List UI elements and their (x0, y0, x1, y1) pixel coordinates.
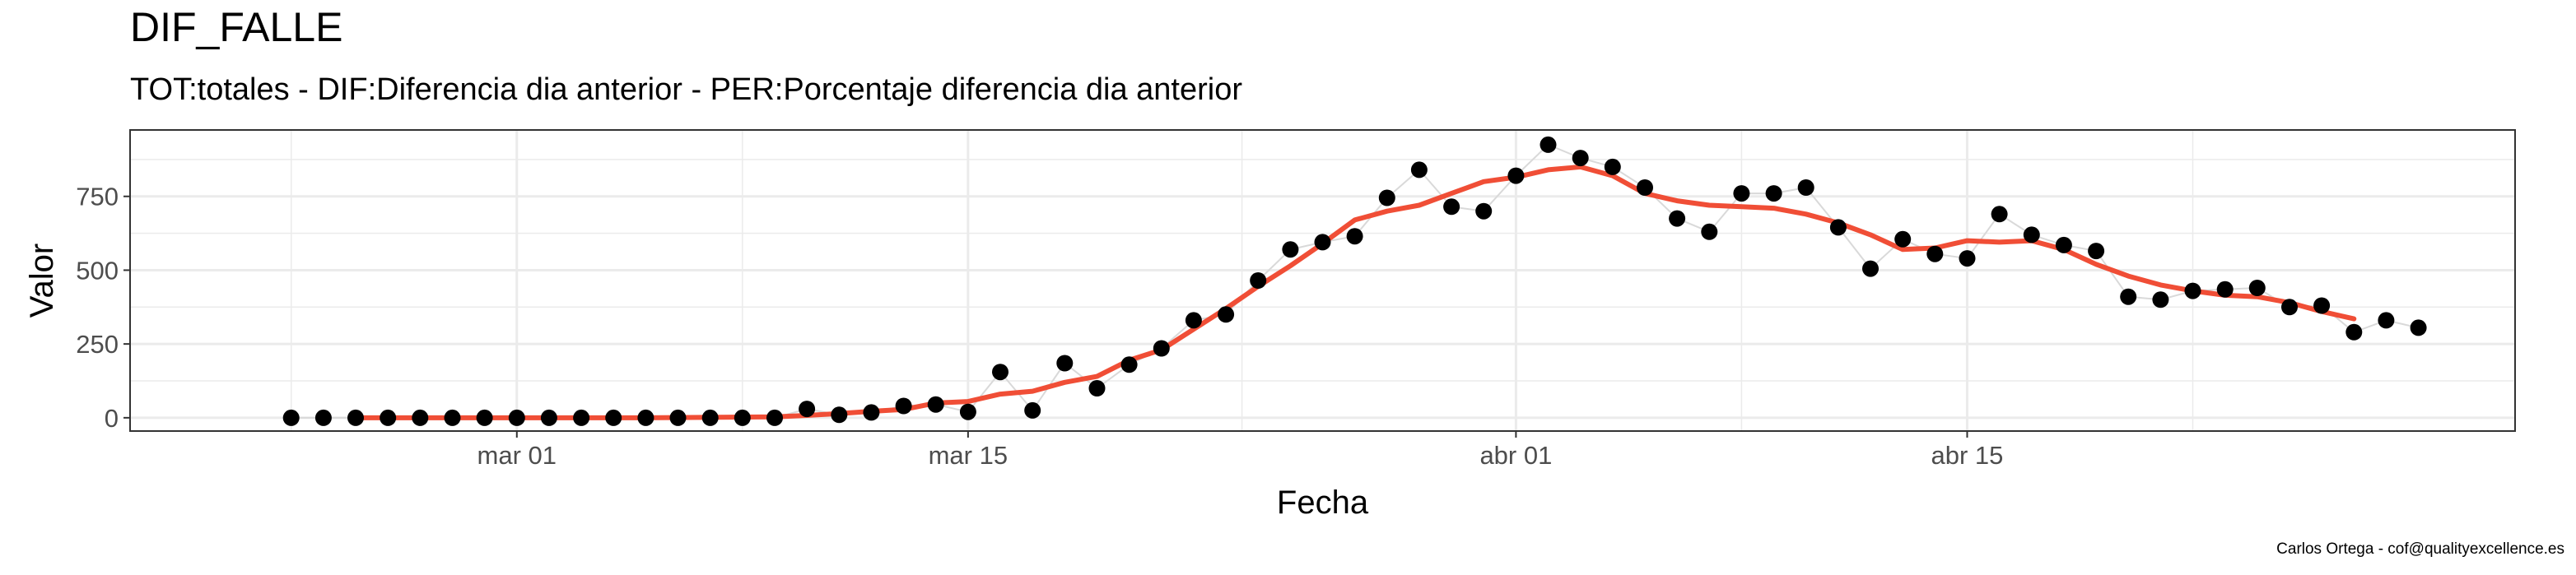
data-point (1443, 198, 1460, 216)
data-point (605, 409, 622, 426)
data-point (1153, 340, 1170, 357)
data-point (540, 409, 557, 426)
y-tick-label: 0 (105, 404, 119, 433)
data-point (927, 396, 944, 413)
data-point (1378, 189, 1395, 206)
data-point (1185, 312, 1202, 329)
data-point (1926, 245, 1944, 262)
data-point (1733, 185, 1750, 202)
data-point (2378, 312, 2395, 329)
data-point (1862, 260, 1879, 277)
data-point (2313, 297, 2331, 314)
data-point (1991, 206, 2008, 223)
data-point (1218, 306, 1235, 323)
x-tick-label: mar 15 (929, 441, 1008, 470)
plot-panel (129, 129, 2516, 432)
y-tick-label: 250 (76, 330, 119, 359)
data-point (2120, 288, 2137, 305)
data-point (2281, 299, 2298, 316)
data-point (1507, 167, 1525, 184)
data-point (1088, 380, 1106, 396)
data-point (1282, 241, 1299, 258)
data-point (2345, 323, 2363, 341)
data-point (1410, 161, 1428, 179)
y-axis-title: Valor (24, 243, 60, 318)
data-point (1894, 230, 1912, 248)
data-point (1829, 219, 1847, 236)
data-point (1572, 150, 1589, 167)
chart-caption: Carlos Ortega - cof@qualityexcellence.es (2276, 540, 2564, 558)
data-point (380, 409, 397, 426)
x-tick-label: abr 01 (1479, 441, 1552, 470)
data-point (895, 397, 912, 415)
data-point (2055, 236, 2072, 253)
data-point (1959, 250, 1976, 267)
data-point (637, 409, 654, 426)
data-point (412, 409, 429, 426)
data-point (766, 409, 783, 426)
data-point (669, 409, 687, 426)
data-point (1604, 158, 1621, 175)
data-point (992, 364, 1009, 381)
data-point (2216, 281, 2234, 298)
data-point (1024, 401, 1041, 419)
data-point (734, 409, 751, 426)
chart-title: DIF_FALLE (130, 4, 343, 50)
data-point (1701, 223, 1718, 240)
y-tick-label: 750 (76, 183, 119, 211)
data-point (347, 409, 364, 426)
data-point (1475, 202, 1493, 220)
data-point (314, 409, 332, 426)
data-point (2410, 319, 2427, 336)
data-point (2248, 280, 2266, 296)
data-point (863, 404, 880, 421)
data-point (701, 409, 719, 426)
data-point (959, 403, 976, 420)
data-point (1056, 355, 1074, 372)
data-point (1637, 179, 1653, 196)
data-point (2152, 291, 2169, 308)
data-point (2023, 226, 2040, 243)
x-axis-title: Fecha (1277, 485, 1369, 521)
data-point (1540, 136, 1557, 153)
data-point (1346, 228, 1363, 245)
axis-ticks: mar 01 mar 15 abr 01 abr 15 0 250 500 750 (76, 183, 2003, 470)
plot-border (129, 129, 2516, 432)
x-tick-label: mar 01 (477, 441, 557, 470)
data-point (1669, 210, 1686, 227)
data-point (573, 409, 590, 426)
data-point (444, 409, 461, 426)
data-point (831, 406, 848, 424)
chart-subtitle: TOT:totales - DIF:Diferencia dia anterio… (130, 72, 1243, 107)
data-point (476, 409, 493, 426)
data-point (1250, 272, 1267, 289)
data-point (282, 409, 300, 426)
data-point (508, 409, 525, 426)
data-points (282, 136, 2427, 426)
data-point (1314, 234, 1331, 251)
data-point (1797, 179, 1814, 196)
data-point (799, 401, 816, 418)
data-point (2184, 282, 2201, 299)
data-point (1765, 185, 1782, 202)
y-tick-label: 500 (76, 256, 119, 285)
data-point (1120, 356, 1138, 373)
x-tick-label: abr 15 (1931, 441, 2004, 470)
data-point (2088, 243, 2105, 260)
